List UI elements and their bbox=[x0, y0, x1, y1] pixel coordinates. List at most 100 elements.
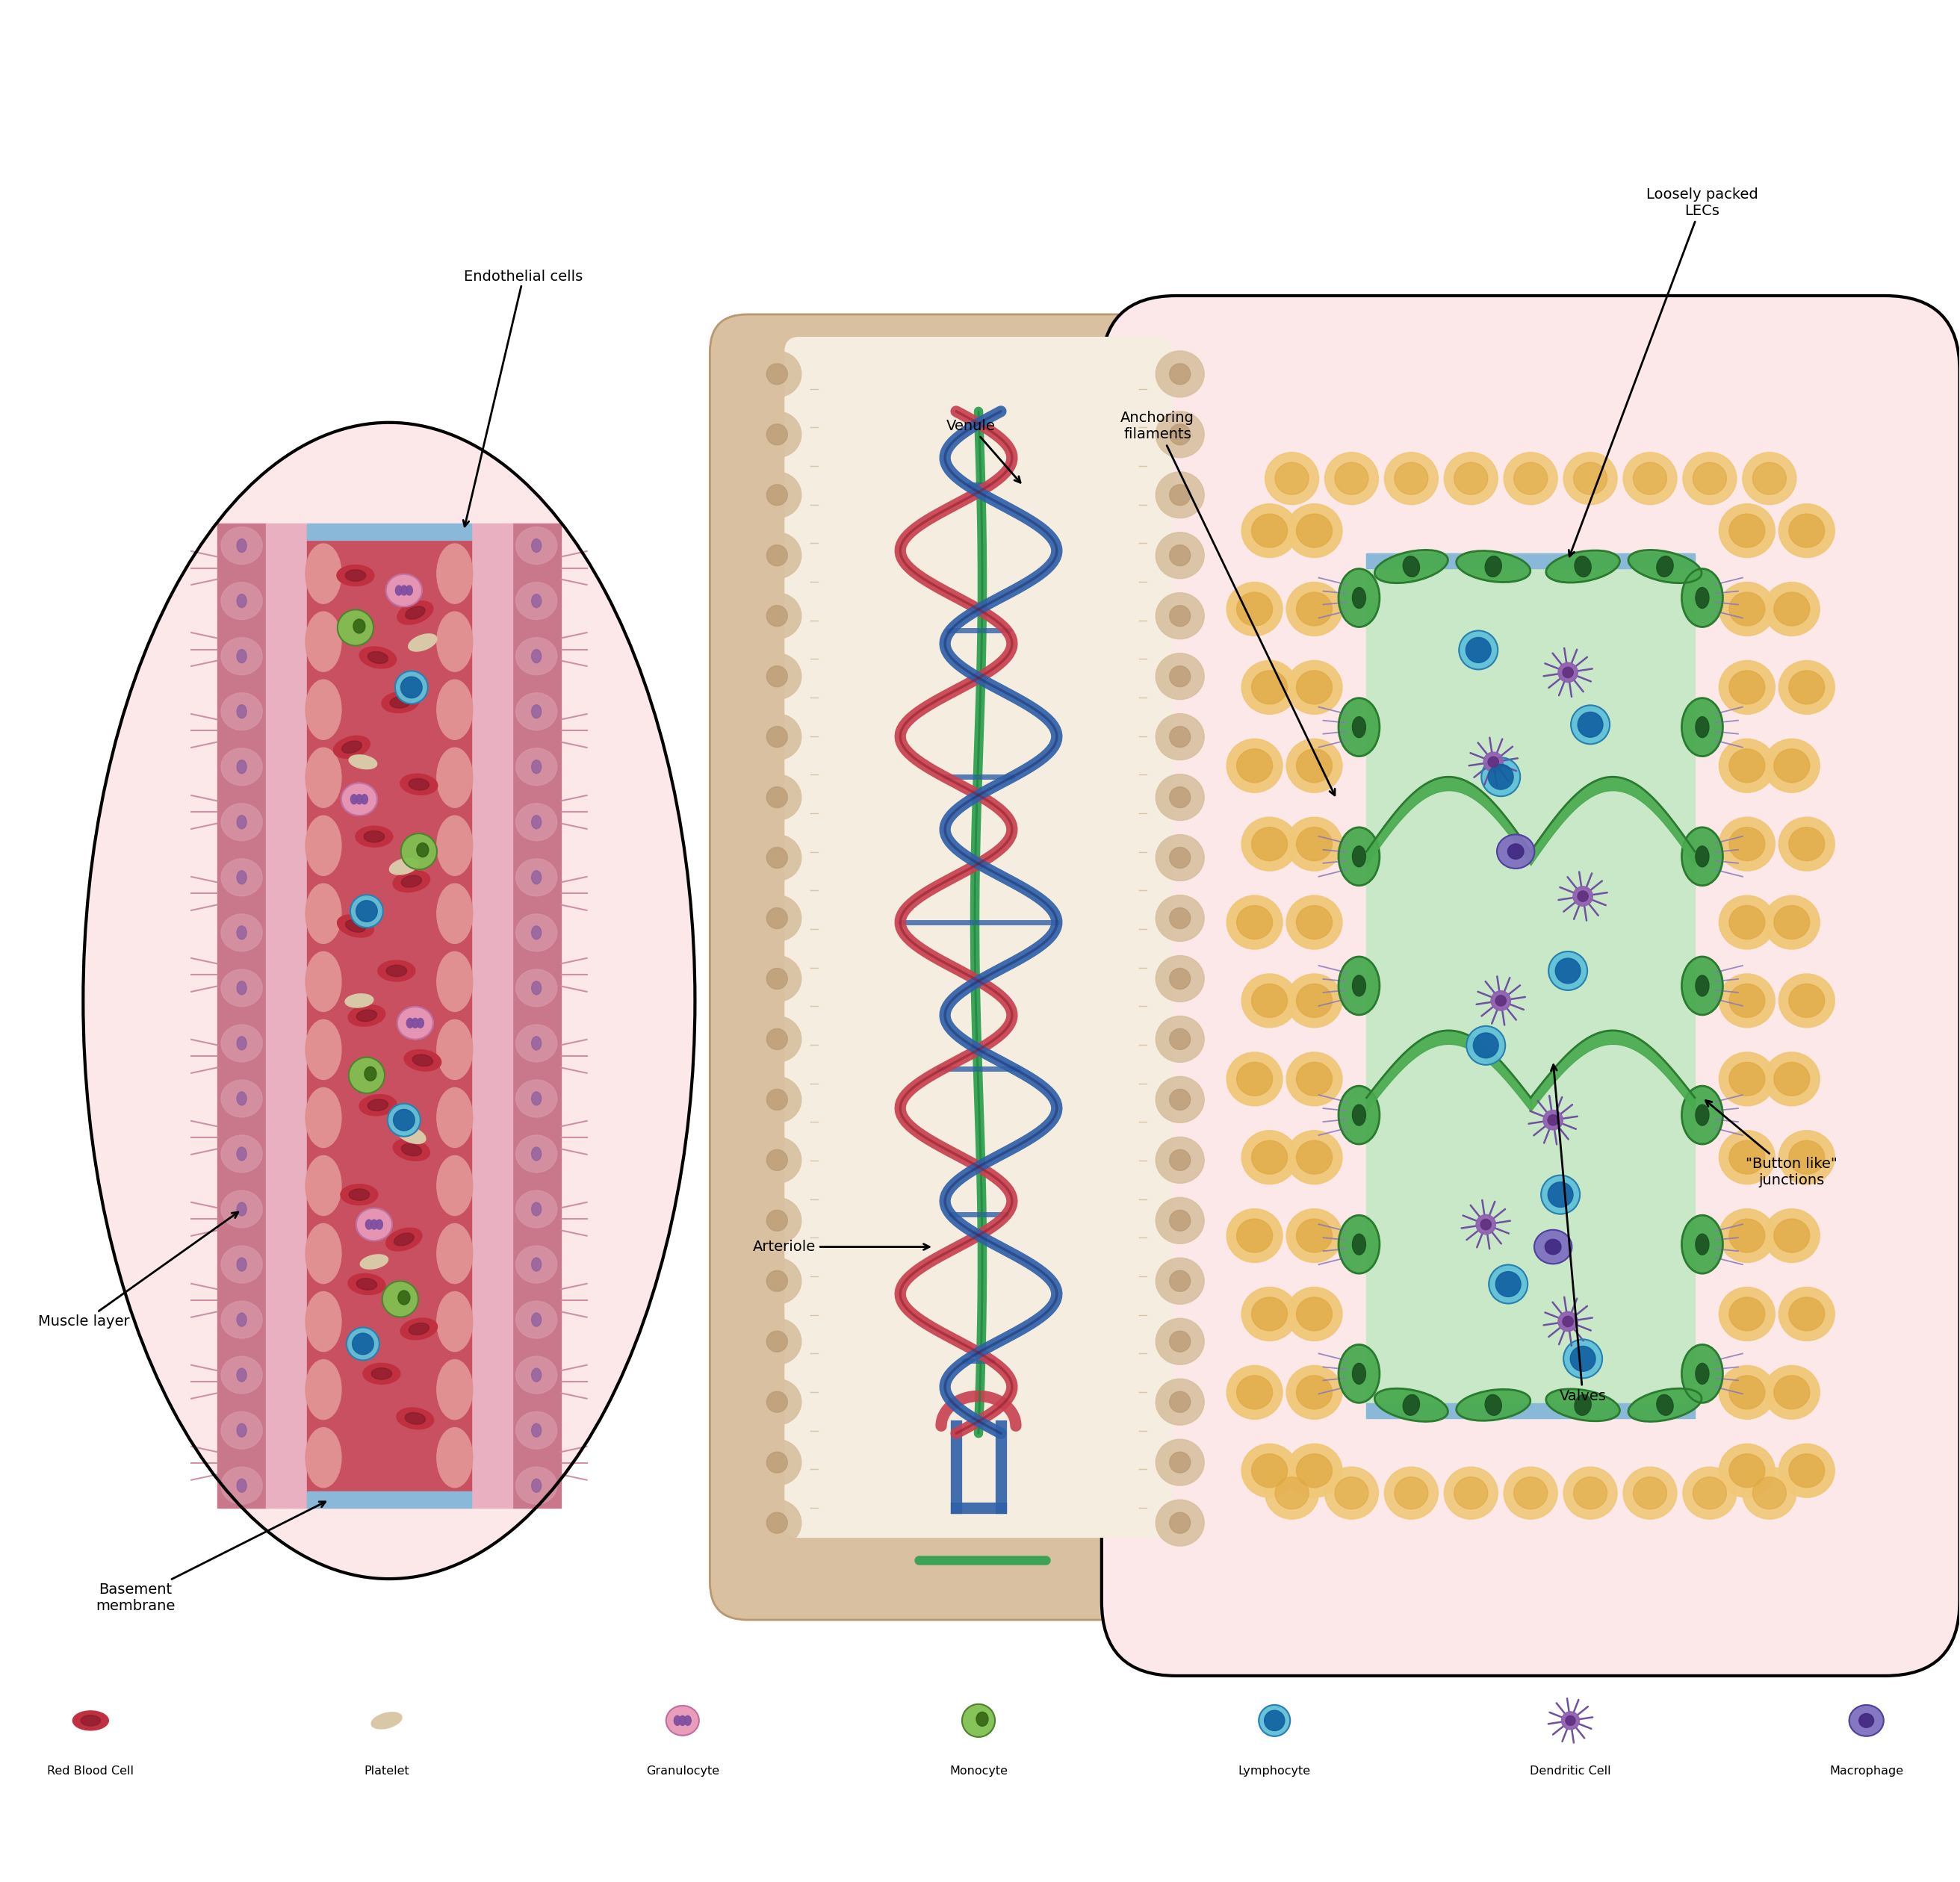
Ellipse shape bbox=[396, 585, 402, 595]
Ellipse shape bbox=[1564, 1340, 1601, 1378]
Ellipse shape bbox=[306, 747, 341, 807]
Ellipse shape bbox=[1252, 1140, 1288, 1174]
Ellipse shape bbox=[766, 1090, 788, 1110]
Ellipse shape bbox=[753, 834, 802, 881]
Ellipse shape bbox=[1264, 452, 1319, 504]
Ellipse shape bbox=[237, 981, 247, 996]
Ellipse shape bbox=[753, 713, 802, 760]
Ellipse shape bbox=[400, 585, 408, 595]
Ellipse shape bbox=[666, 1705, 700, 1735]
Ellipse shape bbox=[353, 619, 365, 632]
Ellipse shape bbox=[221, 1246, 263, 1284]
Ellipse shape bbox=[437, 815, 472, 875]
Ellipse shape bbox=[237, 1423, 247, 1438]
Ellipse shape bbox=[1241, 661, 1298, 713]
Ellipse shape bbox=[437, 1428, 472, 1487]
Ellipse shape bbox=[221, 858, 263, 896]
Ellipse shape bbox=[1548, 1182, 1574, 1206]
Ellipse shape bbox=[531, 926, 541, 939]
Ellipse shape bbox=[349, 1058, 384, 1093]
Ellipse shape bbox=[515, 1080, 557, 1118]
Ellipse shape bbox=[1286, 1052, 1343, 1107]
Ellipse shape bbox=[1296, 828, 1333, 860]
Ellipse shape bbox=[412, 1018, 419, 1028]
Ellipse shape bbox=[766, 1391, 788, 1412]
Ellipse shape bbox=[1507, 843, 1523, 858]
Ellipse shape bbox=[406, 585, 412, 595]
Ellipse shape bbox=[406, 1413, 425, 1425]
Ellipse shape bbox=[1156, 472, 1203, 518]
Ellipse shape bbox=[1719, 1366, 1776, 1419]
Ellipse shape bbox=[531, 760, 541, 774]
Ellipse shape bbox=[1719, 661, 1776, 713]
Ellipse shape bbox=[1719, 1208, 1776, 1263]
Ellipse shape bbox=[221, 915, 263, 950]
Ellipse shape bbox=[515, 1024, 557, 1061]
Ellipse shape bbox=[531, 981, 541, 996]
Ellipse shape bbox=[1535, 1229, 1572, 1265]
Ellipse shape bbox=[1156, 774, 1203, 821]
Ellipse shape bbox=[412, 1054, 433, 1067]
Ellipse shape bbox=[386, 1227, 421, 1252]
Ellipse shape bbox=[753, 653, 802, 700]
Ellipse shape bbox=[437, 952, 472, 1011]
Ellipse shape bbox=[753, 593, 802, 640]
Ellipse shape bbox=[1296, 749, 1333, 783]
Ellipse shape bbox=[1339, 1086, 1380, 1144]
Ellipse shape bbox=[1623, 452, 1678, 504]
Ellipse shape bbox=[1503, 1466, 1558, 1519]
Ellipse shape bbox=[437, 544, 472, 604]
Ellipse shape bbox=[1325, 452, 1378, 504]
Ellipse shape bbox=[1335, 463, 1368, 495]
Ellipse shape bbox=[437, 1223, 472, 1284]
Ellipse shape bbox=[1170, 1029, 1190, 1050]
Ellipse shape bbox=[1474, 1033, 1499, 1058]
Ellipse shape bbox=[766, 907, 788, 928]
Ellipse shape bbox=[1252, 670, 1288, 704]
Ellipse shape bbox=[1543, 1110, 1562, 1129]
Ellipse shape bbox=[1742, 1466, 1795, 1519]
Ellipse shape bbox=[515, 1246, 557, 1284]
Ellipse shape bbox=[1570, 706, 1609, 743]
Ellipse shape bbox=[753, 1380, 802, 1425]
Ellipse shape bbox=[1513, 463, 1548, 495]
Ellipse shape bbox=[1170, 363, 1190, 384]
Ellipse shape bbox=[1252, 1455, 1288, 1487]
Ellipse shape bbox=[306, 952, 341, 1011]
Ellipse shape bbox=[1170, 847, 1190, 868]
Ellipse shape bbox=[368, 1099, 388, 1110]
Ellipse shape bbox=[349, 1274, 386, 1295]
Ellipse shape bbox=[1241, 973, 1298, 1028]
Ellipse shape bbox=[221, 527, 263, 565]
Ellipse shape bbox=[1789, 828, 1825, 860]
Ellipse shape bbox=[1789, 514, 1825, 548]
Ellipse shape bbox=[1789, 670, 1825, 704]
Ellipse shape bbox=[1296, 1455, 1333, 1487]
Ellipse shape bbox=[1170, 1150, 1190, 1171]
Ellipse shape bbox=[1729, 1376, 1764, 1410]
Ellipse shape bbox=[1237, 749, 1272, 783]
Ellipse shape bbox=[1237, 1220, 1272, 1252]
Ellipse shape bbox=[1374, 550, 1448, 583]
Ellipse shape bbox=[1629, 1389, 1701, 1421]
Ellipse shape bbox=[1237, 1376, 1272, 1410]
Ellipse shape bbox=[1237, 905, 1272, 939]
Ellipse shape bbox=[1227, 896, 1282, 949]
Ellipse shape bbox=[753, 472, 802, 518]
Ellipse shape bbox=[306, 544, 341, 604]
Ellipse shape bbox=[531, 1314, 541, 1327]
Ellipse shape bbox=[390, 696, 410, 708]
Ellipse shape bbox=[237, 1257, 247, 1270]
Ellipse shape bbox=[1546, 1389, 1619, 1421]
Ellipse shape bbox=[766, 546, 788, 566]
Ellipse shape bbox=[1541, 1174, 1580, 1214]
Ellipse shape bbox=[1682, 828, 1723, 886]
Ellipse shape bbox=[237, 704, 247, 719]
Ellipse shape bbox=[1286, 973, 1343, 1028]
Ellipse shape bbox=[1729, 984, 1764, 1018]
Ellipse shape bbox=[370, 1713, 402, 1730]
Ellipse shape bbox=[1456, 1389, 1531, 1421]
Text: Granulocyte: Granulocyte bbox=[647, 1765, 719, 1777]
Ellipse shape bbox=[1780, 504, 1835, 557]
Ellipse shape bbox=[394, 1233, 414, 1246]
